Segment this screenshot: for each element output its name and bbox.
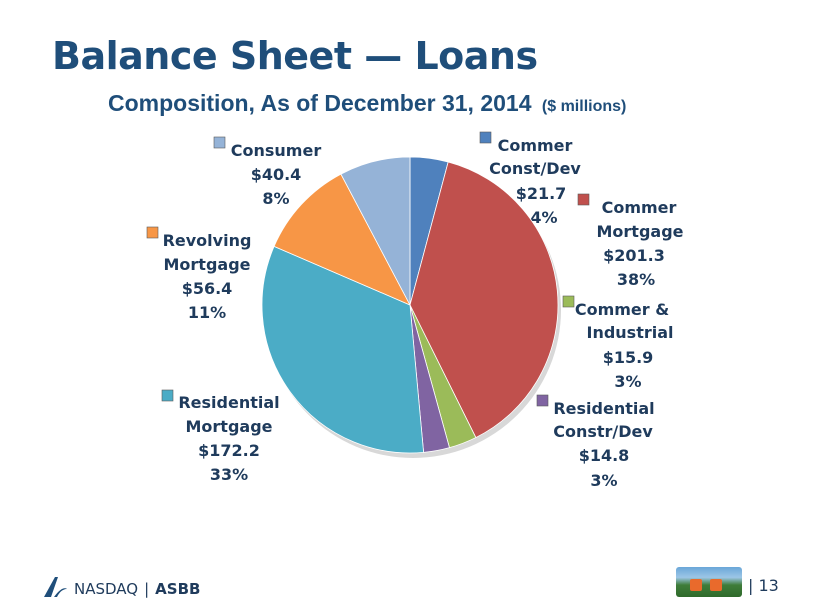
chairs-photo-icon bbox=[676, 567, 742, 597]
slice-name-label: Commer bbox=[498, 136, 573, 155]
slice-value-label: $40.4 bbox=[251, 165, 302, 184]
footer-exchange: NASDAQ bbox=[74, 580, 139, 598]
slice-value-label: $21.7 bbox=[516, 184, 567, 203]
chair-shape bbox=[710, 579, 722, 591]
page-number: | 13 bbox=[748, 576, 779, 595]
legend-swatch bbox=[562, 295, 575, 308]
legend-swatch bbox=[161, 389, 174, 402]
chart-subtitle: Composition, As of December 31, 2014 ($ … bbox=[108, 90, 626, 117]
slice-percent-label: 11% bbox=[188, 303, 226, 322]
slice-percent-label: 38% bbox=[617, 270, 655, 289]
slice-name-label: Residential bbox=[178, 393, 279, 412]
page-title: Balance Sheet — Loans bbox=[52, 34, 538, 78]
slice-name-label: Const/Dev bbox=[489, 159, 581, 178]
slice-name-label: Consumer bbox=[231, 141, 322, 160]
slice-name-label: Mortgage bbox=[185, 417, 272, 436]
slice-name-label: Mortgage bbox=[596, 222, 683, 241]
slice-percent-label: 3% bbox=[590, 471, 617, 490]
slice-value-label: $201.3 bbox=[603, 246, 665, 265]
slice-value-label: $172.2 bbox=[198, 441, 260, 460]
page-number-separator: | bbox=[748, 576, 754, 595]
slice-percent-label: 33% bbox=[210, 465, 248, 484]
legend-swatch bbox=[213, 136, 226, 149]
legend-swatch bbox=[536, 394, 549, 407]
slice-name-label: Constr/Dev bbox=[553, 422, 653, 441]
chair-shape bbox=[690, 579, 702, 591]
slice-value-label: $14.8 bbox=[579, 446, 630, 465]
nasdaq-logo-icon bbox=[42, 575, 68, 603]
chart-unit: ($ millions) bbox=[541, 98, 627, 115]
footer-separator: | bbox=[144, 580, 150, 598]
slice-name-label: Revolving bbox=[163, 231, 252, 250]
slice-percent-label: 3% bbox=[614, 372, 641, 391]
page-number-value: 13 bbox=[758, 576, 779, 595]
slice-value-label: $15.9 bbox=[603, 348, 654, 367]
slice-percent-label: 4% bbox=[530, 208, 557, 227]
slice-percent-label: 8% bbox=[262, 189, 289, 208]
footer-brand: NASDAQ | ASBB bbox=[42, 575, 200, 603]
pie-slice bbox=[261, 245, 425, 454]
slice-name-label: Commer & bbox=[575, 300, 669, 319]
legend-swatch bbox=[146, 226, 159, 239]
slice-name-label: Commer bbox=[602, 198, 677, 217]
pie-slice bbox=[409, 161, 559, 439]
pie-slice bbox=[340, 156, 411, 306]
legend-swatch bbox=[577, 193, 590, 206]
footer-ticker: ASBB bbox=[155, 580, 201, 598]
slice-name-label: Industrial bbox=[586, 323, 673, 342]
legend-swatch bbox=[479, 131, 492, 144]
slice-name-label: Residential bbox=[553, 399, 654, 418]
pie-slice bbox=[273, 173, 411, 306]
slice-name-label: Mortgage bbox=[163, 255, 250, 274]
chart-subtitle-text: Composition, As of December 31, 2014 bbox=[108, 90, 532, 116]
slice-value-label: $56.4 bbox=[182, 279, 233, 298]
